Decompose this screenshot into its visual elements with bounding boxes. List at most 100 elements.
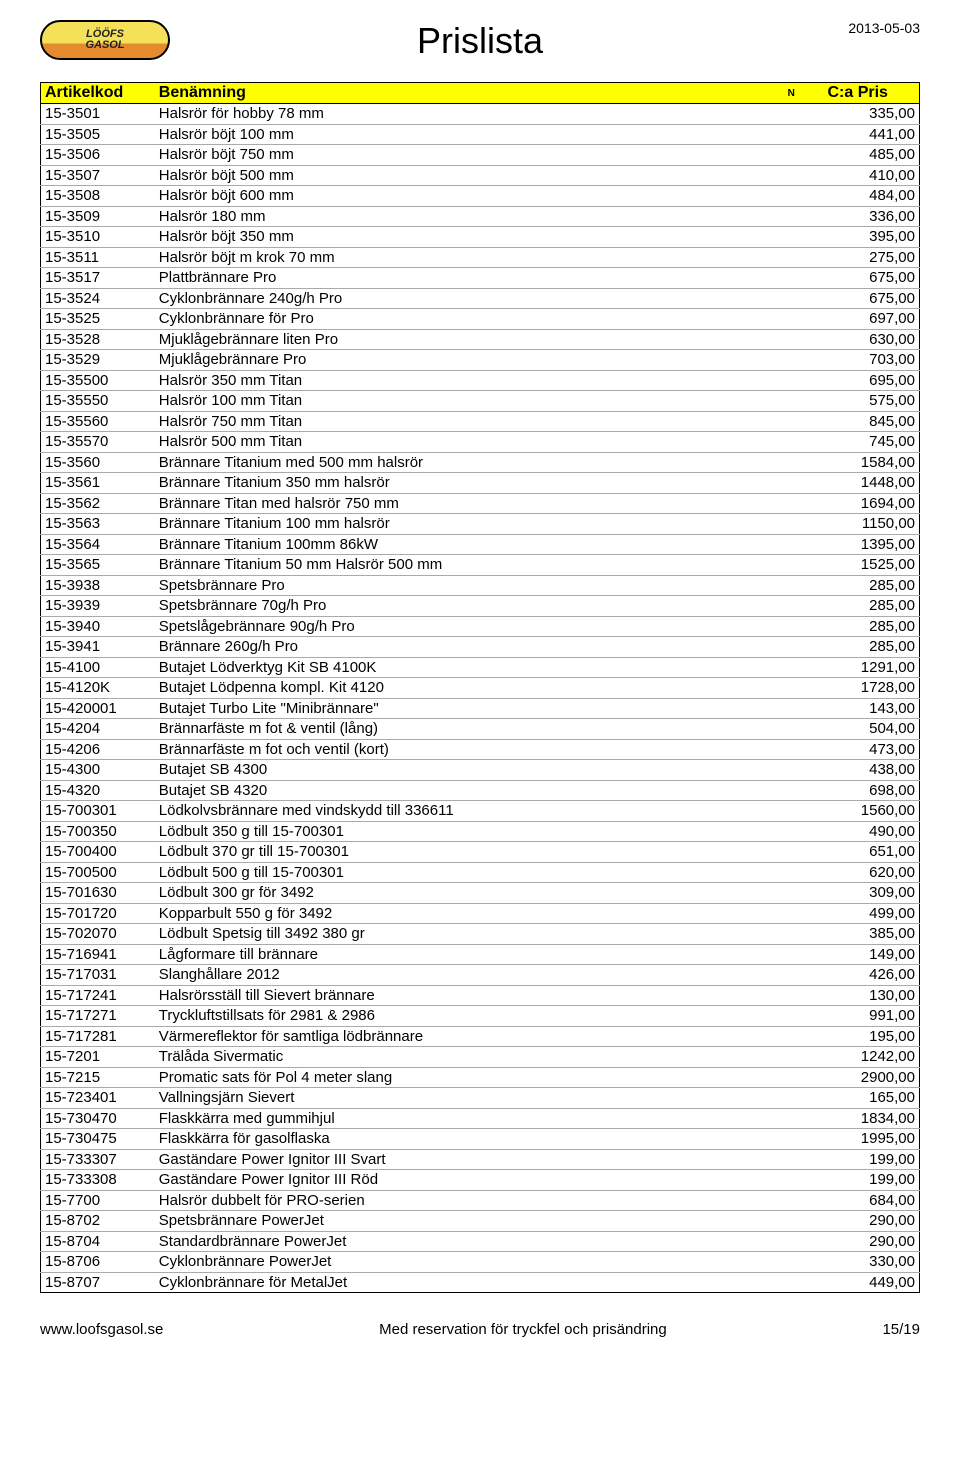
cell-code: 15-3525 [41,309,155,330]
table-row: 15-4300Butajet SB 4300438,00 [41,760,920,781]
table-row: 15-7201Trälåda Sivermatic1242,00 [41,1047,920,1068]
cell-n [788,1088,797,1109]
th-n: N [788,83,797,104]
cell-price: 438,00 [796,760,919,781]
cell-name: Butajet SB 4300 [155,760,788,781]
cell-price: 335,00 [796,104,919,125]
cell-name: Lödbult 500 g till 15-700301 [155,862,788,883]
cell-code: 15-7201 [41,1047,155,1068]
cell-name: Gaständare Power Ignitor III Röd [155,1170,788,1191]
cell-name: Slanghållare 2012 [155,965,788,986]
cell-code: 15-700301 [41,801,155,822]
cell-name: Flaskkärra med gummihjul [155,1108,788,1129]
table-row: 15-3528Mjuklågebrännare liten Pro630,00 [41,329,920,350]
cell-code: 15-3939 [41,596,155,617]
cell-n [788,329,797,350]
table-row: 15-3563Brännare Titanium 100 mm halsrör1… [41,514,920,535]
table-row: 15-3525Cyklonbrännare för Pro697,00 [41,309,920,330]
table-row: 15-3529Mjuklågebrännare Pro703,00 [41,350,920,371]
cell-price: 684,00 [796,1190,919,1211]
cell-n [788,678,797,699]
cell-name: Gaständare Power Ignitor III Svart [155,1149,788,1170]
cell-n [788,104,797,125]
cell-n [788,944,797,965]
cell-code: 15-4206 [41,739,155,760]
cell-price: 449,00 [796,1272,919,1293]
cell-n [788,985,797,1006]
table-row: 15-4206Brännarfäste m fot och ventil (ko… [41,739,920,760]
cell-price: 426,00 [796,965,919,986]
cell-price: 290,00 [796,1211,919,1232]
cell-code: 15-3501 [41,104,155,125]
cell-n [788,596,797,617]
cell-code: 15-3938 [41,575,155,596]
table-row: 15-4320Butajet SB 4320698,00 [41,780,920,801]
cell-code: 15-8706 [41,1252,155,1273]
cell-name: Brännare 260g/h Pro [155,637,788,658]
table-row: 15-7215Promatic sats för Pol 4 meter sla… [41,1067,920,1088]
cell-price: 149,00 [796,944,919,965]
cell-name: Brännare Titanium med 500 mm halsrör [155,452,788,473]
cell-name: Halsrör böjt m krok 70 mm [155,247,788,268]
table-row: 15-8706Cyklonbrännare PowerJet330,00 [41,1252,920,1273]
table-row: 15-701630Lödbult 300 gr för 3492309,00 [41,883,920,904]
table-row: 15-733308Gaständare Power Ignitor III Rö… [41,1170,920,1191]
cell-name: Mjuklågebrännare Pro [155,350,788,371]
cell-name: Värmereflektor för samtliga lödbrännare [155,1026,788,1047]
table-row: 15-3506Halsrör böjt 750 mm485,00 [41,145,920,166]
footer-left: www.loofsgasol.se [40,1321,163,1338]
table-row: 15-4100Butajet Lödverktyg Kit SB 4100K12… [41,657,920,678]
cell-code: 15-702070 [41,924,155,945]
cell-price: 285,00 [796,596,919,617]
cell-code: 15-3517 [41,268,155,289]
cell-n [788,760,797,781]
cell-name: Lågformare till brännare [155,944,788,965]
cell-n [788,616,797,637]
table-body: 15-3501Halsrör för hobby 78 mm335,0015-3… [41,104,920,1293]
cell-price: 1694,00 [796,493,919,514]
cell-code: 15-3507 [41,165,155,186]
table-row: 15-420001Butajet Turbo Lite "Minibrännar… [41,698,920,719]
cell-code: 15-717031 [41,965,155,986]
cell-code: 15-35500 [41,370,155,391]
cell-code: 15-717271 [41,1006,155,1027]
table-row: 15-3517Plattbrännare Pro675,00 [41,268,920,289]
cell-name: Brännare Titanium 100 mm halsrör [155,514,788,535]
cell-code: 15-733307 [41,1149,155,1170]
cell-n [788,1006,797,1027]
table-row: 15-701720Kopparbult 550 g för 3492499,00 [41,903,920,924]
table-row: 15-4204Brännarfäste m fot & ventil (lång… [41,719,920,740]
cell-code: 15-420001 [41,698,155,719]
cell-name: Halsrör böjt 350 mm [155,227,788,248]
cell-n [788,1272,797,1293]
cell-price: 1560,00 [796,801,919,822]
cell-name: Halsrör 500 mm Titan [155,432,788,453]
cell-code: 15-717241 [41,985,155,1006]
cell-n [788,432,797,453]
cell-n [788,1252,797,1273]
cell-n [788,1211,797,1232]
cell-code: 15-3510 [41,227,155,248]
cell-n [788,842,797,863]
cell-name: Flaskkärra för gasolflaska [155,1129,788,1150]
cell-price: 504,00 [796,719,919,740]
cell-n [788,227,797,248]
cell-n [788,1231,797,1252]
cell-n [788,1108,797,1129]
cell-price: 473,00 [796,739,919,760]
cell-name: Halsrör 350 mm Titan [155,370,788,391]
th-code: Artikelkod [41,83,155,104]
cell-name: Butajet Turbo Lite "Minibrännare" [155,698,788,719]
cell-price: 1395,00 [796,534,919,555]
cell-n [788,1047,797,1068]
cell-n [788,719,797,740]
table-row: 15-3511Halsrör böjt m krok 70 mm275,00 [41,247,920,268]
table-row: 15-3510Halsrör böjt 350 mm395,00 [41,227,920,248]
cell-price: 130,00 [796,985,919,1006]
table-row: 15-717271Tryckluftstillsats för 2981 & 2… [41,1006,920,1027]
table-row: 15-700301Lödkolvsbrännare med vindskydd … [41,801,920,822]
cell-price: 309,00 [796,883,919,904]
cell-name: Halsrör böjt 500 mm [155,165,788,186]
cell-name: Cyklonbrännare PowerJet [155,1252,788,1273]
cell-price: 1291,00 [796,657,919,678]
